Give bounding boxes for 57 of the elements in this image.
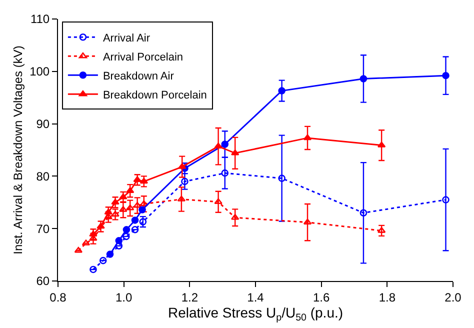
point — [90, 266, 97, 274]
legend-label: Arrival Porcelain — [102, 51, 184, 64]
point — [131, 226, 139, 234]
point — [111, 210, 120, 217]
point — [111, 198, 120, 205]
point — [230, 149, 240, 156]
point — [442, 196, 450, 204]
point — [181, 178, 188, 186]
x-tick-label: 1.0 — [115, 290, 132, 304]
y-tick-label: 60 — [36, 274, 50, 288]
point — [221, 140, 229, 148]
point — [119, 194, 128, 200]
point — [214, 142, 222, 148]
x-tick-label: 1.2 — [181, 290, 198, 304]
point — [140, 178, 148, 184]
legend-label: Arrival Air — [102, 32, 150, 44]
point — [360, 209, 368, 217]
point — [89, 230, 98, 237]
y-tick-label: 110 — [30, 12, 50, 26]
point — [214, 198, 222, 204]
point — [221, 169, 229, 177]
y-tick-label: 80 — [36, 169, 50, 184]
y-tick-label: 70 — [36, 222, 50, 236]
point — [119, 206, 128, 212]
point — [104, 208, 112, 215]
y-tick-label: 90 — [36, 117, 50, 131]
x-axis-title: Relative Stress U$_{p}$/U$_{50}$ (p.u.) — [168, 304, 344, 324]
point — [122, 232, 130, 240]
point — [96, 222, 105, 229]
point — [99, 256, 107, 264]
point — [106, 250, 114, 258]
x-tick-label: 1.4 — [247, 290, 264, 304]
point — [74, 246, 83, 253]
point — [131, 216, 139, 224]
legend-label: Breakdown Air — [102, 70, 174, 82]
point — [442, 72, 450, 80]
point — [278, 87, 286, 94]
x-tick-label: 0.8 — [50, 290, 67, 304]
point — [133, 176, 142, 182]
point — [133, 202, 142, 208]
point — [230, 214, 240, 220]
point — [122, 226, 130, 234]
y-axis-title: Inst. Arrival & Breakdown Voltages (kV) — [10, 46, 25, 254]
point — [139, 218, 147, 226]
point — [303, 134, 312, 140]
point — [126, 187, 134, 194]
point — [140, 200, 148, 206]
legend-label: Breakdown Porcelain — [102, 89, 207, 102]
x-tick-label: 1.6 — [312, 290, 330, 304]
y-tick-label: 100 — [30, 64, 50, 79]
point — [115, 237, 123, 244]
point — [278, 174, 286, 182]
point — [360, 75, 368, 82]
point — [138, 206, 146, 214]
x-tick-label: 1.8 — [378, 290, 396, 304]
point — [115, 242, 123, 250]
x-tick-label: 2.0 — [444, 290, 462, 304]
